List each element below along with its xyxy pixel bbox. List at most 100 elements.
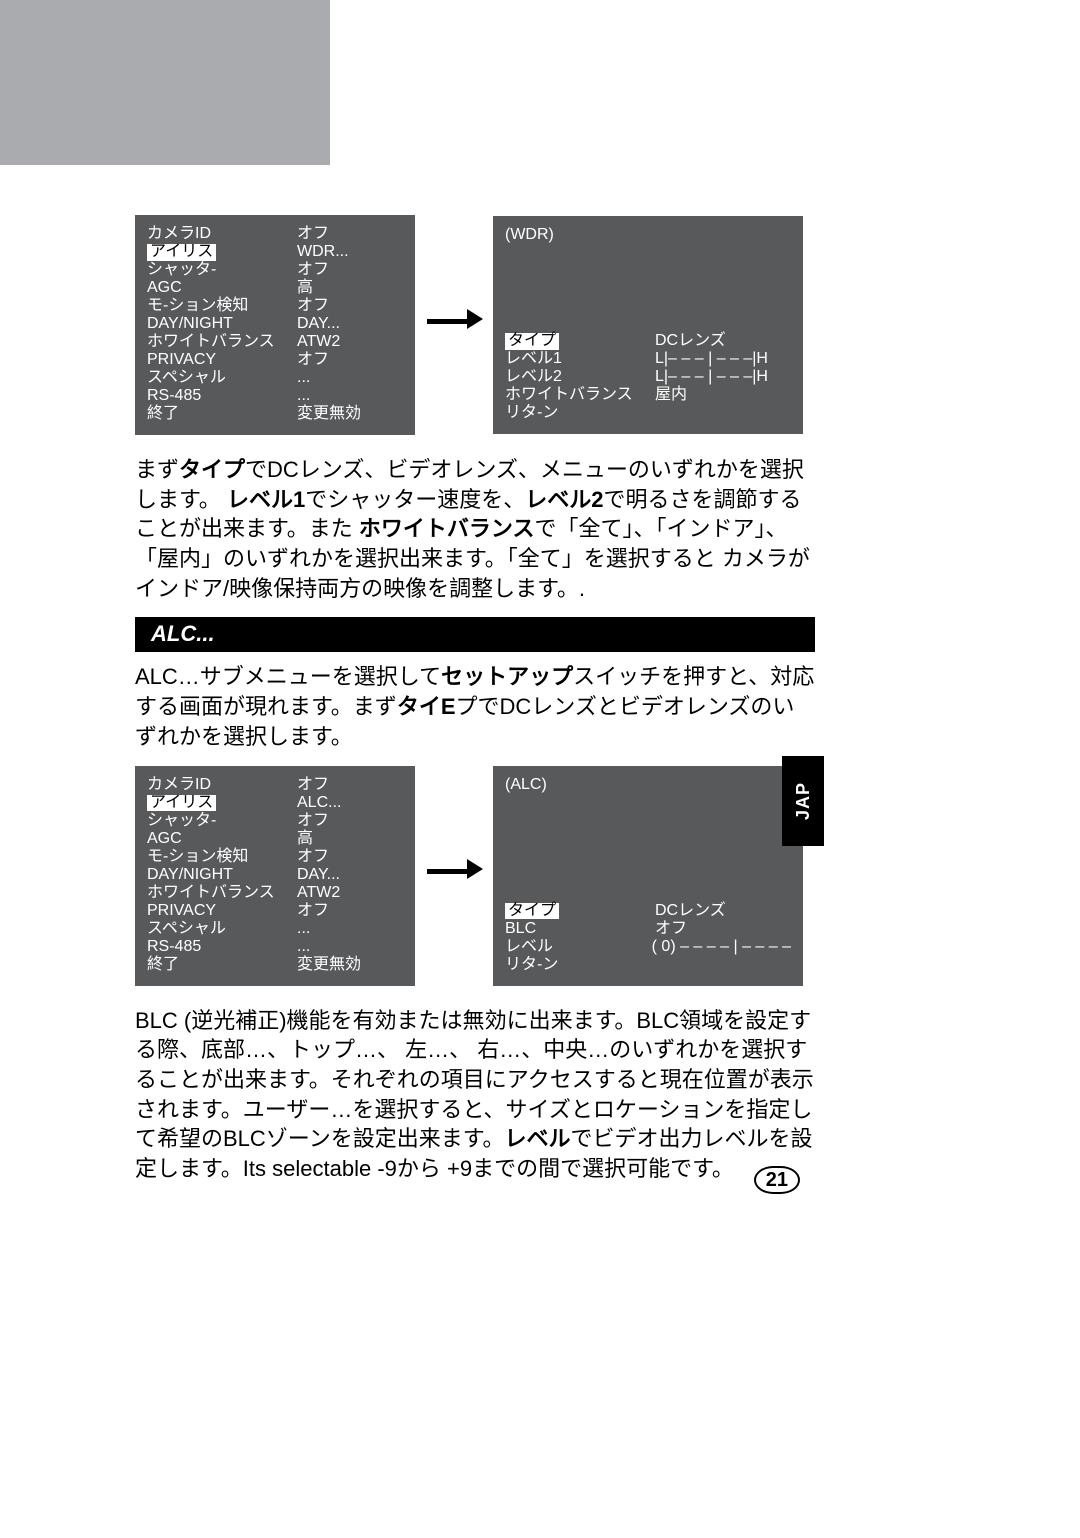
menu-row: DAY/NIGHTDAY... [147,866,403,884]
menu-row-label: アイリス [147,794,297,812]
section-heading-alc: ALC... [135,617,815,652]
menu-row: アイリス ALC... [147,794,403,812]
menu-row-label: AGC [147,830,297,848]
menu-row-label: PRIVACY [147,902,297,920]
menu-row-value: DAY... [297,866,340,884]
arrow-icon [427,867,481,872]
menu-row: スペシャル... [147,920,403,938]
submenu-row-value: L|– – – | – – –|H [655,350,768,368]
menu-row-label: 終了 [147,956,297,974]
submenu-row: タイプ DCレンズ [505,902,791,920]
submenu-row-label: タイプ [505,332,655,350]
menu-row-value: ... [297,938,310,956]
menu-row: モ-ション検知オフ [147,848,403,866]
menu-row-value: 高 [297,279,313,297]
submenu-alc: (ALC)タイプDCレンズBLCオフレベル( 0) – – – – | – – … [493,766,803,986]
submenu-row-value: オフ [655,920,687,938]
submenu-row: BLCオフ [505,920,791,938]
submenu-row: タイプ DCレンズ [505,332,791,350]
menu-row: アイリス WDR... [147,243,403,261]
language-tab: JAP [782,756,824,846]
menu-row: DAY/NIGHTDAY... [147,315,403,333]
submenu-row-label: レベル2 [505,368,655,386]
menu-row-value: ... [297,387,310,405]
menu-row-label: AGC [147,279,297,297]
menu-row-highlight: アイリス [147,795,216,812]
menu-row: ホワイトバランスATW2 [147,884,403,902]
submenu-row-value: DCレンズ [655,902,726,920]
menu-row-value: オフ [297,812,329,830]
menu-row: 終了変更無効 [147,405,403,423]
menu-row-value: オフ [297,261,329,279]
menu-row-label: シャッタ- [147,261,297,279]
submenu-row-highlight: タイプ [505,903,559,920]
menu-row-value: オフ [297,351,329,369]
submenu-row-label: リタ-ン [505,404,655,422]
menu-row-value: オフ [297,902,329,920]
paragraph-alc-intro: ALC…サブメニューを選択してセットアップスイッチを押すと、対応する画面が現れま… [135,662,815,751]
main-menu-wdr: カメラIDオフアイリスWDR...シャッタ-オフAGC高モ-ション検知オフDAY… [135,215,415,435]
menu-pair-alc: カメラIDオフアイリスALC...シャッタ-オフAGC高モ-ション検知オフDAY… [135,766,815,986]
menu-row-label: DAY/NIGHT [147,315,297,333]
menu-row-label: スペシャル [147,920,297,938]
menu-row: RS-485... [147,938,403,956]
menu-row-value: ATW2 [297,884,340,902]
menu-row-label: アイリス [147,243,297,261]
submenu-row-label: タイプ [505,902,655,920]
menu-row-value: WDR... [297,243,349,261]
submenu-title: (WDR) [505,226,791,244]
menu-row-label: シャッタ- [147,812,297,830]
menu-row-label: PRIVACY [147,351,297,369]
menu-row-label: カメラID [147,776,297,794]
submenu-row-value: ( 0) – – – – | – – – – [652,938,791,956]
menu-row-label: RS-485 [147,938,297,956]
menu-row-value: オフ [297,225,329,243]
menu-row-label: モ-ション検知 [147,848,297,866]
menu-row: AGC高 [147,279,403,297]
menu-row: 終了変更無効 [147,956,403,974]
menu-row: スペシャル... [147,369,403,387]
menu-row: PRIVACYオフ [147,902,403,920]
menu-row-value: 変更無効 [297,405,361,423]
submenu-row: リタ-ン [505,956,791,974]
menu-row: シャッタ-オフ [147,261,403,279]
submenu-row: ホワイトバランス屋内 [505,386,791,404]
menu-row-label: DAY/NIGHT [147,866,297,884]
menu-row-value: オフ [297,297,329,315]
submenu-wdr: (WDR) タイプ DCレンズレベル1L|– – – | – – –|Hレベル2L|… [493,216,803,434]
submenu-row-highlight: タイプ [505,333,559,350]
submenu-row-label: ホワイトバランス [505,386,655,404]
menu-row-value: ... [297,369,310,387]
submenu-row-label: BLC [505,920,655,938]
page-content: カメラIDオフアイリスWDR...シャッタ-オフAGC高モ-ション検知オフDAY… [135,215,815,1198]
page-number: 21 [754,1169,800,1192]
menu-row: RS-485... [147,387,403,405]
menu-row-label: 終了 [147,405,297,423]
submenu-row: リタ-ン [505,404,791,422]
menu-row-label: RS-485 [147,387,297,405]
submenu-row-value: L|– – – | – – –|H [655,368,768,386]
menu-row-value: ALC... [297,794,341,812]
menu-row-value: ... [297,920,310,938]
menu-row-label: モ-ション検知 [147,297,297,315]
menu-row-value: 高 [297,830,313,848]
menu-row: PRIVACYオフ [147,351,403,369]
menu-row-highlight: アイリス [147,244,216,261]
submenu-row-value: 屋内 [655,386,687,404]
submenu-row: レベル1L|– – – | – – –|H [505,350,791,368]
menu-row-value: ATW2 [297,333,340,351]
menu-row: モ-ション検知オフ [147,297,403,315]
menu-row: シャッタ-オフ [147,812,403,830]
submenu-row: レベル2L|– – – | – – –|H [505,368,791,386]
submenu-row-label: レベル [505,938,652,956]
menu-row: AGC高 [147,830,403,848]
arrow-icon [427,317,481,322]
submenu-row-value: DCレンズ [655,332,726,350]
menu-row: ホワイトバランスATW2 [147,333,403,351]
submenu-row-label: レベル1 [505,350,655,368]
menu-pair-wdr: カメラIDオフアイリスWDR...シャッタ-オフAGC高モ-ション検知オフDAY… [135,215,815,435]
paragraph-blc: BLC (逆光補正)機能を有効または無効に出来ます。BLC領域を設定する際、底部… [135,1006,815,1184]
menu-row: カメラIDオフ [147,776,403,794]
menu-row-value: DAY... [297,315,340,333]
main-menu-alc: カメラIDオフアイリスALC...シャッタ-オフAGC高モ-ション検知オフDAY… [135,766,415,986]
